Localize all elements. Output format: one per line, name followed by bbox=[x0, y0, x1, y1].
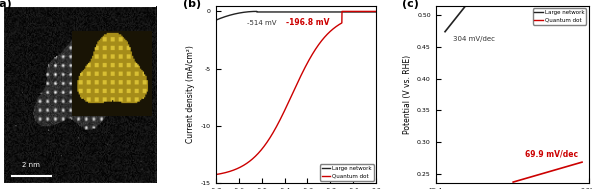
Text: Mo edge dominant
at Mo zigzag edge
1.1-1.5nm radius: Mo edge dominant at Mo zigzag edge 1.1-1… bbox=[73, 54, 107, 67]
Text: -514 mV: -514 mV bbox=[247, 20, 276, 26]
Text: 2 nm: 2 nm bbox=[22, 162, 40, 168]
Legend: Large network, Quantum dot: Large network, Quantum dot bbox=[320, 164, 374, 180]
Y-axis label: Current density (mA/cm²): Current density (mA/cm²) bbox=[186, 46, 195, 143]
Text: 304 mV/dec: 304 mV/dec bbox=[453, 36, 495, 42]
Text: (c): (c) bbox=[402, 0, 419, 9]
Legend: Large network, Quantum dot: Large network, Quantum dot bbox=[533, 9, 586, 25]
Text: 2 nm: 2 nm bbox=[130, 97, 139, 101]
Y-axis label: Potential (V vs. RHE): Potential (V vs. RHE) bbox=[403, 55, 411, 134]
Text: -196.8 mV: -196.8 mV bbox=[286, 18, 329, 27]
Text: 69.9 mV/dec: 69.9 mV/dec bbox=[525, 150, 578, 159]
Text: (b): (b) bbox=[184, 0, 201, 9]
Text: (a): (a) bbox=[0, 0, 11, 9]
